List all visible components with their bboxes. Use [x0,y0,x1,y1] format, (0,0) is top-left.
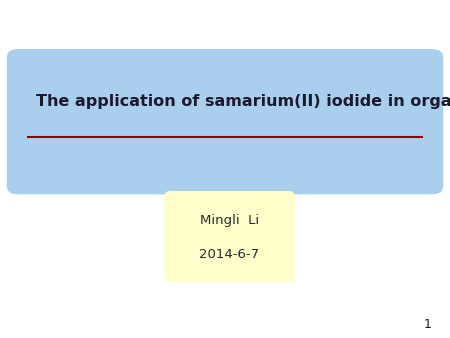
FancyBboxPatch shape [7,49,443,194]
Text: 2014-6-7: 2014-6-7 [199,248,260,261]
Text: 1: 1 [424,318,432,331]
FancyBboxPatch shape [164,191,295,282]
Text: Mingli  Li: Mingli Li [200,214,259,227]
Text: The application of samarium(II) iodide in organic synthesis: The application of samarium(II) iodide i… [36,94,450,109]
